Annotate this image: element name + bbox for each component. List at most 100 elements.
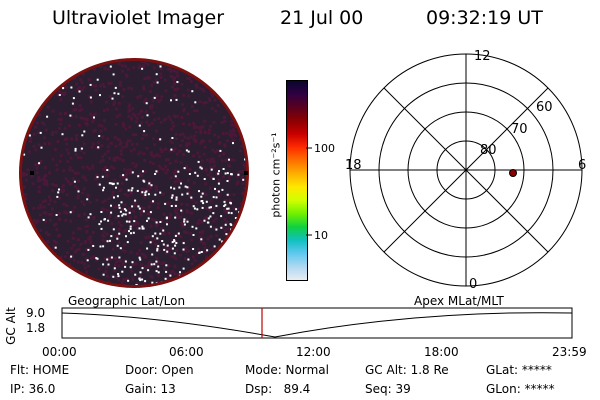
image-pixel: [201, 125, 205, 129]
image-pixel: [200, 139, 204, 143]
image-pixel: [198, 230, 202, 234]
image-pixel: [225, 131, 229, 135]
image-pixel: [188, 123, 192, 127]
image-pixel: [209, 175, 213, 179]
image-pixel: [123, 283, 127, 285]
image-pixel: [66, 180, 70, 183]
image-pixel: [186, 88, 190, 92]
image-pixel: [155, 188, 158, 192]
image-pixel: [78, 227, 82, 231]
image-bright-pixel: [157, 271, 160, 274]
image-bright-pixel: [38, 162, 41, 165]
image-bright-pixel: [222, 168, 225, 170]
image-bright-pixel: [209, 225, 212, 228]
image-pixel: [182, 230, 186, 234]
image-pixel: [74, 115, 78, 119]
image-bright-pixel: [174, 244, 177, 247]
image-pixel: [168, 216, 172, 220]
image-pixel: [164, 245, 168, 249]
image-pixel: [49, 82, 53, 86]
image-bright-pixel: [237, 225, 240, 228]
image-pixel: [131, 223, 135, 227]
image-pixel: [55, 163, 59, 167]
image-pixel: [221, 132, 225, 135]
image-pixel: [40, 262, 44, 266]
image-bright-pixel: [222, 267, 225, 270]
image-pixel: [190, 65, 194, 69]
image-bright-pixel: [201, 192, 204, 195]
image-pixel: [119, 224, 123, 227]
image-pixel: [238, 248, 242, 252]
image-pixel: [155, 280, 159, 284]
image-pixel: [102, 230, 106, 234]
image-pixel: [22, 77, 26, 81]
image-pixel: [217, 193, 221, 197]
image-bright-pixel: [154, 193, 157, 196]
image-pixel: [127, 114, 131, 118]
image-pixel: [213, 150, 217, 154]
image-pixel: [26, 267, 30, 271]
image-pixel: [69, 182, 72, 186]
image-pixel: [190, 238, 194, 242]
image-pixel: [128, 125, 132, 129]
image-pixel: [111, 190, 115, 194]
image-pixel: [199, 141, 203, 145]
image-bright-pixel: [106, 240, 109, 243]
image-pixel: [147, 123, 151, 127]
image-bright-pixel: [23, 153, 26, 156]
image-pixel: [89, 112, 92, 116]
image-bright-pixel: [112, 228, 115, 231]
image-pixel: [102, 109, 106, 113]
image-bright-pixel: [191, 90, 194, 93]
image-pixel: [213, 226, 217, 230]
image-pixel: [77, 238, 81, 242]
image-bright-pixel: [194, 171, 197, 174]
image-bright-pixel: [192, 234, 195, 236]
image-pixel: [80, 260, 84, 264]
image-bright-pixel: [170, 196, 173, 199]
image-pixel: [118, 84, 122, 88]
image-pixel: [231, 238, 235, 242]
image-pixel: [79, 242, 83, 246]
image-pixel: [139, 210, 143, 214]
image-pixel: [135, 281, 139, 285]
image-pixel: [212, 160, 216, 164]
image-bright-pixel: [77, 190, 80, 193]
image-pixel: [47, 233, 51, 237]
image-pixel: [35, 94, 38, 97]
image-bright-pixel: [147, 269, 150, 272]
image-pixel: [180, 210, 184, 214]
image-pixel: [243, 279, 246, 283]
image-bright-pixel: [221, 240, 224, 243]
image-bright-pixel: [170, 186, 172, 189]
image-pixel: [135, 163, 139, 167]
image-pixel: [182, 225, 185, 229]
image-pixel: [76, 171, 80, 175]
image-pixel: [81, 281, 85, 285]
image-pixel: [38, 273, 41, 277]
image-pixel: [59, 255, 63, 259]
image-bright-pixel: [86, 198, 89, 201]
image-bright-pixel: [184, 185, 187, 188]
image-pixel: [77, 179, 80, 183]
image-pixel: [95, 258, 98, 262]
image-bright-pixel: [217, 182, 220, 185]
image-pixel: [58, 112, 62, 116]
image-pixel: [50, 207, 54, 211]
image-bright-pixel: [57, 71, 60, 74]
image-pixel: [66, 239, 70, 243]
image-bright-pixel: [229, 223, 232, 226]
image-pixel: [84, 225, 88, 229]
image-pixel: [140, 109, 143, 113]
image-pixel: [172, 172, 176, 176]
image-pixel: [186, 143, 190, 147]
image-bright-pixel: [122, 174, 125, 177]
image-bright-pixel: [153, 96, 156, 99]
image-pixel: [47, 212, 51, 216]
image-pixel: [171, 121, 175, 125]
image-bright-pixel: [154, 232, 157, 235]
image-pixel: [88, 200, 92, 204]
image-pixel: [92, 255, 96, 259]
image-bright-pixel: [92, 245, 95, 247]
image-pixel: [136, 96, 140, 100]
